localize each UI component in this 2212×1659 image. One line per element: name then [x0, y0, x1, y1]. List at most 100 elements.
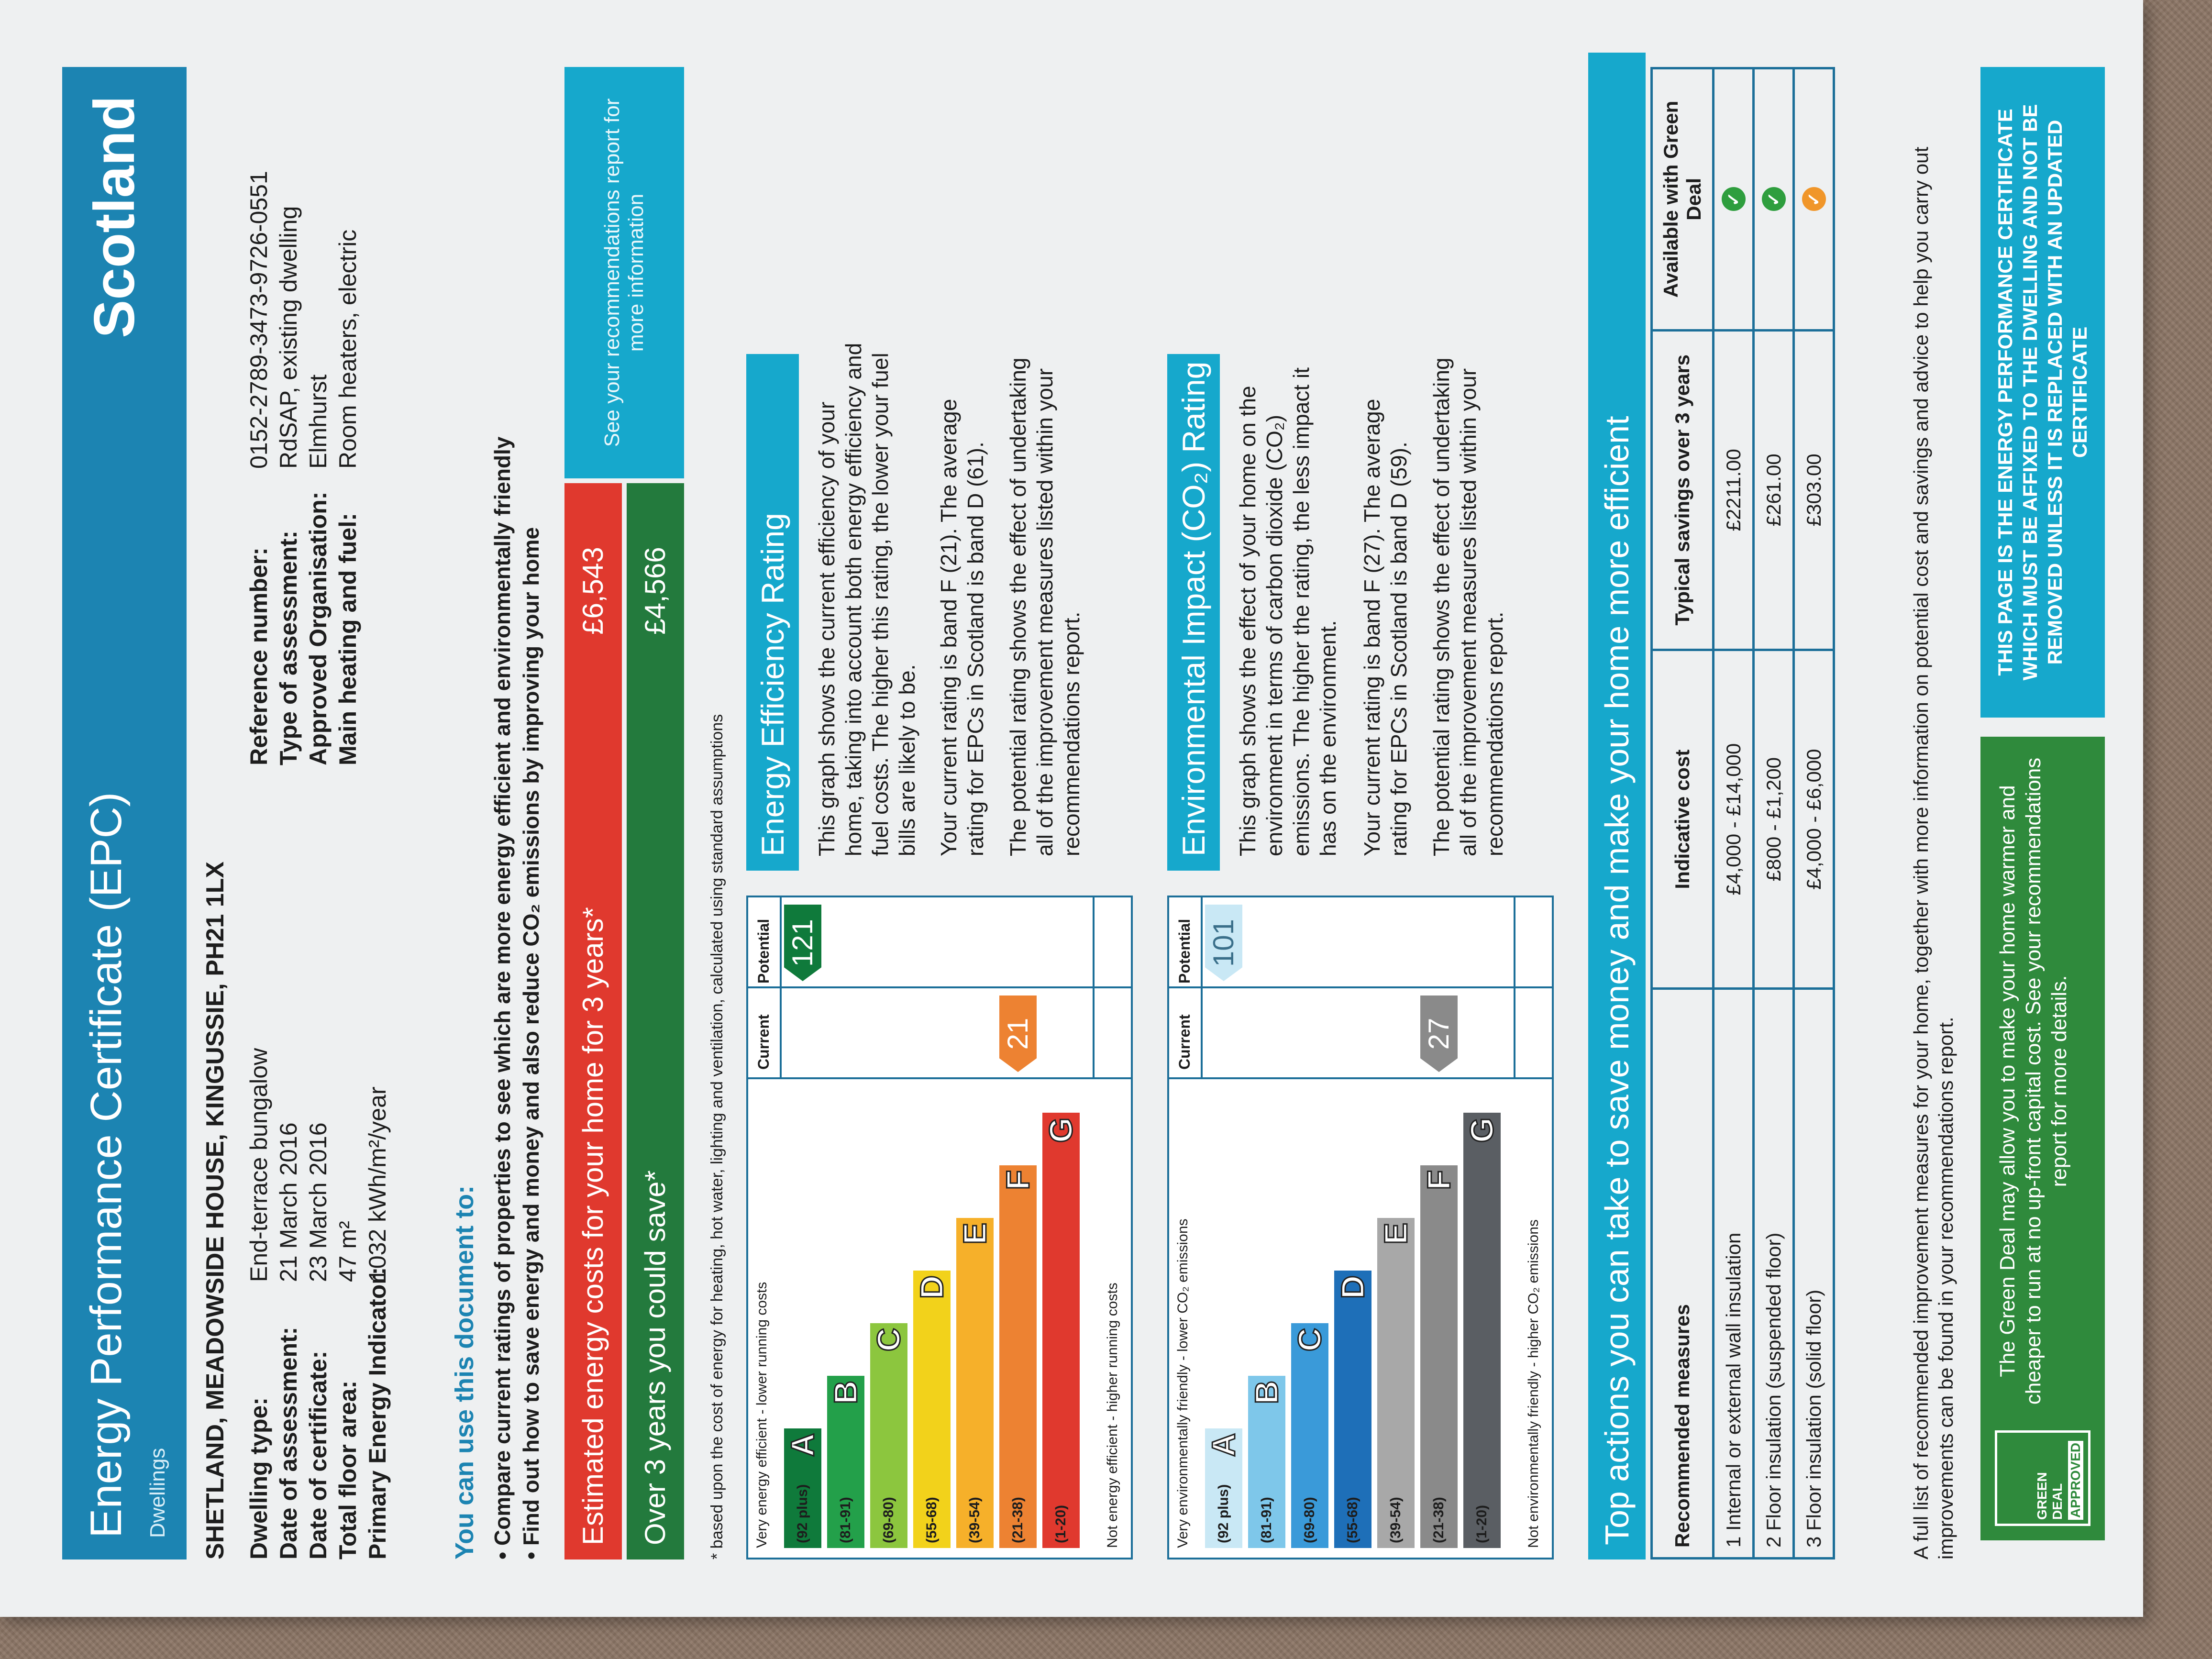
check-icon: ✓	[1762, 187, 1786, 211]
detail-value: 47 m²	[334, 1221, 361, 1282]
divider	[1093, 897, 1095, 1079]
detail-value: 0152-2789-3473-9726-0551	[245, 171, 272, 469]
green-deal-text: The Green Deal may allow you to make you…	[1996, 757, 2071, 1405]
ee-current-header: Current	[755, 1014, 772, 1070]
band-range: (21-38)	[1010, 1497, 1026, 1543]
measure-cell: 2 Floor insulation (suspended floor)	[1753, 988, 1794, 1559]
band-letter: C	[1291, 1327, 1329, 1352]
ei-band-d: (55-68) D	[1334, 1271, 1372, 1548]
region-label: Scotland	[82, 96, 146, 338]
measure-cell: 3 Floor insulation (solid floor)	[1793, 988, 1834, 1559]
divider	[1169, 1077, 1552, 1079]
band-letter: G	[1042, 1117, 1080, 1144]
certificate-warning: THIS PAGE IS THE ENERGY PERFORMANCE CERT…	[1980, 67, 2105, 718]
actions-heading: Top actions you can take to save money a…	[1588, 53, 1646, 1559]
ee-paragraph: This graph shows the current efficiency …	[814, 343, 919, 856]
bullet-item: • Compare current ratings of properties …	[490, 436, 515, 1559]
savings-cell: £303.00	[1793, 330, 1834, 650]
detail-value: 1032 kWh/m²/year	[364, 1086, 391, 1282]
ee-paragraph: Your current rating is band F (21). The …	[936, 398, 988, 856]
ee-band-b: (81-91) B	[827, 1376, 865, 1548]
column-header: Indicative cost	[1651, 650, 1714, 989]
detail-value: Elmhurst	[305, 374, 332, 469]
divider	[1169, 986, 1552, 988]
ei-band-b: (81-91) B	[1248, 1376, 1286, 1548]
savings-label: Over 3 years you could save*	[639, 1170, 671, 1545]
band-range: (1-20)	[1474, 1504, 1490, 1543]
divider	[748, 1077, 1131, 1079]
band-range: (39-54)	[1388, 1497, 1404, 1543]
band-range: (69-80)	[1302, 1497, 1317, 1543]
band-range: (69-80)	[881, 1497, 896, 1543]
ei-band-g: (1-20) G	[1463, 1113, 1501, 1548]
detail-value: RdSAP, existing dwelling	[275, 206, 302, 469]
ei-band-c: (69-80) C	[1291, 1323, 1329, 1548]
savings-cell: £2211.00	[1713, 330, 1754, 650]
actions-footer: A full list of recommended improvement m…	[1910, 146, 1957, 1559]
column-header: Available with Green Deal	[1651, 68, 1714, 331]
detail-label: Primary Energy Indicator:	[364, 1267, 391, 1559]
detail-label: Dwelling type:	[245, 1397, 272, 1559]
band-range: (81-91)	[1259, 1497, 1274, 1543]
use-document-bullets: • Compare current ratings of properties …	[488, 437, 545, 1559]
band-letter: F	[999, 1170, 1037, 1191]
band-range: (92 plus)	[1216, 1484, 1231, 1543]
check-icon: ✓	[1722, 187, 1746, 211]
ee-band-g: (1-20) G	[1042, 1113, 1080, 1548]
band-letter: E	[956, 1222, 994, 1245]
certificate-paper: Energy Performance Certificate (EPC) Dwe…	[0, 0, 2143, 1617]
logo-text: APPROVED	[2068, 1440, 2083, 1520]
ei-potential-header: Potential	[1176, 918, 1193, 984]
ei-band-f: (21-38) F	[1420, 1165, 1458, 1548]
band-letter: F	[1420, 1170, 1458, 1191]
column-header: Recommended measures	[1651, 988, 1714, 1559]
energy-efficiency-chart: Very energy efficient - lower running co…	[746, 896, 1133, 1559]
detail-value: 21 March 2016	[275, 1122, 302, 1282]
band-range: (81-91)	[838, 1497, 853, 1543]
ei-bottom-label: Not environmentally friendly - higher CO…	[1526, 1219, 1541, 1548]
page-subtitle: Dwellings	[146, 1448, 169, 1538]
divider	[748, 986, 1131, 988]
table-row: 2 Floor insulation (suspended floor) £80…	[1753, 68, 1794, 1559]
estimated-costs-bar: Estimated energy costs for your home for…	[564, 698, 622, 1559]
ei-section-heading: Environmental Impact (CO₂) Rating	[1167, 354, 1220, 871]
ee-paragraph: The potential rating shows the effect of…	[1006, 357, 1084, 856]
green-deal-cell: ✓	[1793, 68, 1834, 331]
recommendations-note: See your recommendations report for more…	[564, 67, 684, 478]
cost-cell: £4,000 - £14,000	[1713, 650, 1754, 989]
detail-label: Total floor area:	[334, 1380, 361, 1559]
use-document-heading: You can use this document to:	[450, 1185, 479, 1559]
ee-band-a: (92 plus) A	[784, 1428, 822, 1548]
band-letter: E	[1377, 1222, 1415, 1245]
logo-text: GREEN DEAL	[2035, 1472, 2065, 1520]
ee-current-rating: 21	[999, 995, 1037, 1072]
check-icon: ✓	[1802, 187, 1826, 211]
ei-potential-rating: 101	[1205, 905, 1242, 981]
cost-cell: £800 - £1,200	[1753, 650, 1794, 989]
band-letter: D	[1334, 1275, 1372, 1300]
divider	[780, 897, 782, 1079]
detail-label: Reference number:	[245, 547, 272, 765]
ee-top-label: Very energy efficient - lower running co…	[754, 1282, 770, 1548]
ee-band-f: (21-38) F	[999, 1165, 1037, 1548]
green-deal-panel: GREEN DEAL APPROVED The Green Deal may a…	[1980, 737, 2105, 1540]
ee-potential-rating: 121	[784, 905, 821, 981]
band-range: (21-38)	[1431, 1497, 1447, 1543]
green-deal-cell: ✓	[1713, 68, 1754, 331]
bullet-item: • Find out how to save energy and money …	[519, 527, 543, 1559]
band-letter: B	[1248, 1380, 1286, 1405]
savings-cell: £261.00	[1753, 330, 1794, 650]
divider	[1201, 897, 1203, 1079]
property-address: SHETLAND, MEADOWSIDE HOUSE, KINGUSSIE, P…	[201, 861, 229, 1559]
costs-footnote: * based upon the cost of energy for heat…	[708, 714, 726, 1559]
header-bar: Energy Performance Certificate (EPC) Dwe…	[62, 67, 187, 1559]
band-letter: D	[913, 1275, 951, 1300]
band-range: (55-68)	[924, 1497, 940, 1543]
ei-current-header: Current	[1176, 1014, 1193, 1070]
band-letter: G	[1463, 1117, 1501, 1144]
band-range: (55-68)	[1345, 1497, 1360, 1543]
ei-paragraph: The potential rating shows the effect of…	[1429, 357, 1507, 856]
detail-value: End-terrace bungalow	[245, 1048, 272, 1282]
divider	[1514, 897, 1515, 1079]
table-row: 1 Internal or external wall insulation £…	[1713, 68, 1754, 1559]
